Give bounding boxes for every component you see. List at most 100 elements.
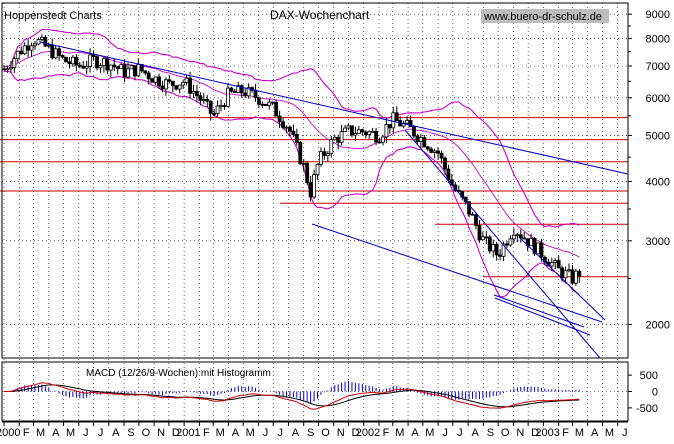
candle-body <box>5 68 10 71</box>
candle-body <box>246 87 251 97</box>
candle-body <box>184 77 189 83</box>
x-tick-label: M <box>66 427 75 439</box>
candle-body <box>208 100 213 114</box>
candle-body <box>480 236 485 241</box>
candle-body <box>212 113 217 115</box>
macd-signal-line <box>4 384 580 408</box>
x-tick-labels: 2000FMAMJJASOND2001FMAMJJASOND2002FMAMJJ… <box>0 427 627 439</box>
y-tick-label: 3000 <box>646 236 670 248</box>
x-tick-label: D <box>531 427 539 439</box>
x-tick-label: 2001 <box>176 427 200 439</box>
trend-lines <box>39 41 629 359</box>
candle-body <box>201 99 206 101</box>
x-tick-label: J <box>622 427 628 439</box>
y-tick-label: 8000 <box>646 33 670 45</box>
candle-body <box>191 91 196 94</box>
x-tick-label: S <box>307 427 314 439</box>
candle-body <box>64 56 68 63</box>
candle-body <box>71 56 75 65</box>
candle-body <box>432 150 437 153</box>
candle-body <box>360 129 365 133</box>
macd-line <box>4 382 580 410</box>
candle-body <box>88 54 93 67</box>
y-tick-label: 4000 <box>646 176 670 188</box>
candle-body <box>170 80 175 87</box>
macd-tick-labels: 500 0 -500 <box>636 370 658 415</box>
grid <box>2 3 628 421</box>
candle-body <box>181 81 186 86</box>
candle-body <box>267 101 272 106</box>
candle-body <box>487 236 492 252</box>
candle-body <box>332 137 337 141</box>
candle-body <box>53 48 58 59</box>
x-tick-label: F <box>203 427 210 439</box>
x-tick-label: A <box>591 427 599 439</box>
chart-title: DAX-Wochenchart <box>270 8 370 22</box>
candle-body <box>467 201 471 215</box>
candle-body <box>515 234 520 237</box>
candle-body <box>446 168 451 181</box>
candle-body <box>329 139 334 155</box>
candle-body <box>477 225 482 241</box>
trend-line <box>494 297 591 336</box>
trend-line <box>493 294 585 328</box>
x-tick-label: J <box>263 427 269 439</box>
candle-body <box>319 151 323 165</box>
trend-line <box>404 129 601 359</box>
candle-body <box>556 260 561 269</box>
x-tick-label: A <box>292 427 300 439</box>
candle-body <box>505 243 509 246</box>
x-tick-label: F <box>562 427 569 439</box>
candle-body <box>343 127 347 132</box>
candle-body <box>325 153 330 156</box>
candle-body <box>122 64 127 78</box>
candle-body <box>115 66 120 70</box>
candle-body <box>219 105 223 107</box>
bollinger-lower <box>3 70 580 298</box>
candle-body <box>322 151 327 156</box>
candle-body <box>298 142 303 165</box>
candle-body <box>336 137 341 143</box>
x-tick-label: N <box>337 427 345 439</box>
candle-body <box>260 103 265 106</box>
candle-body <box>394 112 399 121</box>
candle-body <box>484 236 489 239</box>
macd-label: MACD (12/26/9-Wochen) mit Histogramm <box>86 368 271 379</box>
x-tick-label: 2000 <box>0 427 20 439</box>
candle-body <box>239 85 244 94</box>
candle-body <box>112 64 117 68</box>
candle-body <box>126 68 130 78</box>
x-tick-label: 2002 <box>356 427 380 439</box>
candle-body <box>236 85 241 93</box>
y-tick-label: 5000 <box>646 130 670 142</box>
candle-body <box>284 126 289 129</box>
y-tick-label: 9000 <box>646 9 670 21</box>
x-tick-label: M <box>605 427 614 439</box>
candle-body <box>570 269 575 284</box>
candle-body <box>560 267 565 279</box>
x-tick-label: D <box>172 427 180 439</box>
candle-body <box>291 130 296 135</box>
candle-body <box>281 121 285 128</box>
candle-body <box>98 65 103 69</box>
candle-body <box>367 131 372 136</box>
candle-body <box>312 174 316 198</box>
x-tick-label: A <box>411 427 419 439</box>
candle-body <box>39 36 44 40</box>
candle-body <box>301 162 306 165</box>
x-tick-label: M <box>395 427 404 439</box>
y-tick-label: 2000 <box>646 319 670 331</box>
candle-body <box>494 244 499 256</box>
x-tick-label: A <box>52 427 60 439</box>
watermark-label: www.buero-dr-schulz.de <box>483 11 602 23</box>
x-tick-label: A <box>112 427 120 439</box>
candle-body <box>74 56 79 66</box>
candle-body <box>536 242 540 255</box>
candle-body <box>384 124 389 138</box>
x-tick-label: F <box>23 427 30 439</box>
candle-body <box>391 112 396 129</box>
candle-body <box>188 77 192 94</box>
x-tick-label: J <box>83 427 89 439</box>
